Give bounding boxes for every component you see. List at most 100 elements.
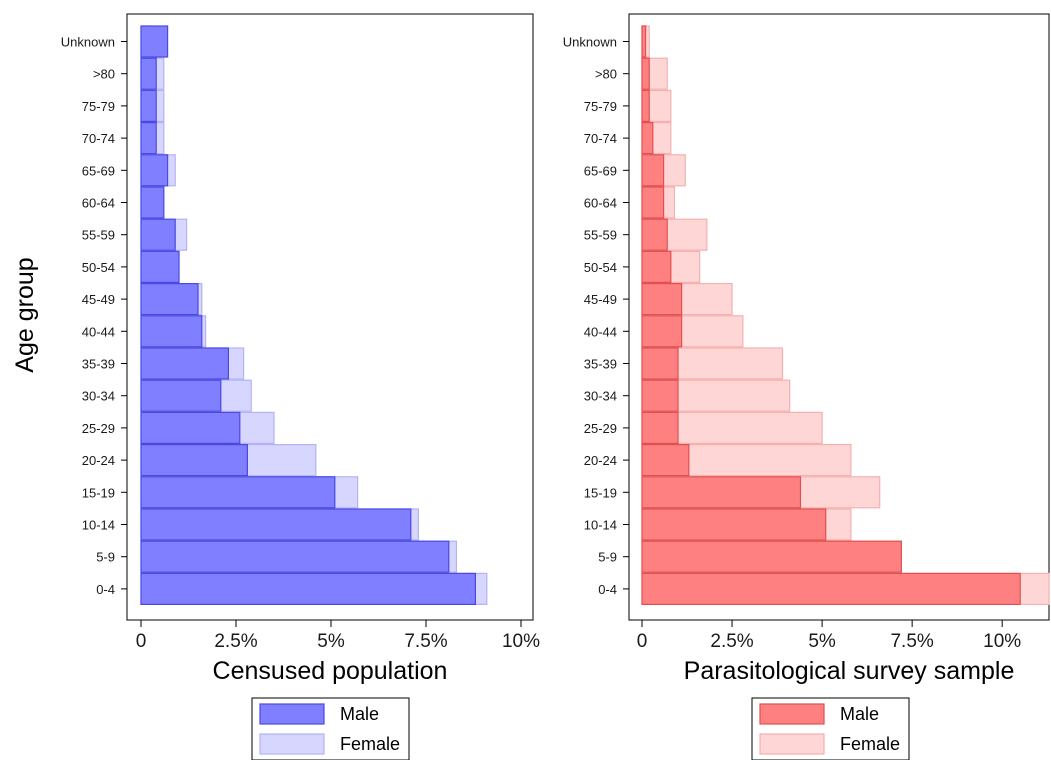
legend: Male Female <box>751 697 910 760</box>
y-tick-label: 15-19 <box>584 485 617 500</box>
panel-parasitological: 0-4 5-9 10-14 15-19 20-24 25-29 30-34 35-39 40-4… <box>563 13 1050 760</box>
legend-swatch-male <box>259 703 325 725</box>
y-tick-label: 10-14 <box>82 518 115 533</box>
y-tick-label: 5-9 <box>96 550 115 565</box>
y-tick-label: 15-19 <box>82 485 115 500</box>
bar-male-60-64 <box>641 186 665 219</box>
y-tick-label: 20-24 <box>82 453 115 468</box>
legend-label-female: Female <box>340 734 400 754</box>
y-tick-label: 30-34 <box>584 389 617 404</box>
legend-swatch-female <box>759 733 825 755</box>
x-axis-title: Censused population <box>213 657 448 685</box>
y-tick-label: 65-69 <box>584 163 617 178</box>
y-tick-label: 20-24 <box>584 453 617 468</box>
bar-male-75-79 <box>641 89 650 123</box>
y-tick-label: 50-54 <box>82 260 115 275</box>
bar-male-30-34 <box>140 379 222 412</box>
y-tick-label: 60-64 <box>584 196 617 211</box>
bar-male-unknown <box>140 25 169 58</box>
x-tick-label: 7.5% <box>404 631 447 652</box>
bar-male-5-9 <box>641 540 902 573</box>
legend-swatch-male <box>759 703 825 725</box>
legend-label-female: Female <box>840 734 900 754</box>
bar-male-75-79 <box>140 89 157 123</box>
bar-male-50-54 <box>140 250 180 283</box>
x-tick-label: 2.5% <box>710 631 753 652</box>
bar-male-0-4 <box>641 572 1021 606</box>
bar-male-25-29 <box>641 411 679 444</box>
bar-male-20-24 <box>641 444 690 477</box>
y-tick-label: 10-14 <box>584 518 617 533</box>
y-tick-label: 50-54 <box>584 260 617 275</box>
bar-male-gt80 <box>140 57 157 90</box>
bar-male-60-64 <box>140 186 165 219</box>
x-tick-label: 10% <box>502 631 540 652</box>
y-tick-label: Unknown <box>563 35 617 50</box>
y-tick-label: 60-64 <box>82 196 115 211</box>
bar-male-25-29 <box>140 411 241 444</box>
plot-frame <box>628 13 1050 621</box>
y-tick-label: Unknown <box>61 35 115 50</box>
y-tick-label: 25-29 <box>584 421 617 436</box>
y-tick-label: 65-69 <box>82 163 115 178</box>
bar-male-gt80 <box>641 57 650 90</box>
bar-male-35-39 <box>140 347 230 380</box>
bar-male-5-9 <box>140 540 450 573</box>
panel-censused: 0-4 5-9 10-14 15-19 20-24 25-29 30-34 35-39 40-4… <box>61 13 540 760</box>
y-tick-label: 5-9 <box>598 550 617 565</box>
y-axis-title: Age group <box>11 257 39 372</box>
legend: Male Female <box>251 697 410 760</box>
y-tick-label: 45-49 <box>584 292 617 307</box>
y-tick-label: 45-49 <box>82 292 115 307</box>
y-tick-label: 30-34 <box>82 389 115 404</box>
y-tick-label: 0-4 <box>96 582 115 597</box>
x-tick-label: 5% <box>808 631 836 652</box>
bar-male-0-4 <box>140 572 476 606</box>
y-tick-label: 55-59 <box>82 228 115 243</box>
x-tick-label: 0 <box>637 631 648 652</box>
y-tick-label: >80 <box>93 67 115 82</box>
x-axis-title: Parasitological survey sample <box>684 657 1015 685</box>
bar-male-20-24 <box>140 444 249 477</box>
legend-swatch-female <box>259 733 325 755</box>
bar-male-40-44 <box>641 315 683 348</box>
x-tick-label: 5% <box>317 631 345 652</box>
bar-male-70-74 <box>140 121 157 155</box>
y-tick-label: 70-74 <box>82 131 115 146</box>
bar-male-55-59 <box>641 218 668 251</box>
plot-frame <box>126 13 534 621</box>
y-tick-label: >80 <box>595 67 617 82</box>
bar-male-65-69 <box>140 154 169 187</box>
y-tick-label: 75-79 <box>82 99 115 114</box>
x-tick-label: 2.5% <box>214 631 257 652</box>
bar-male-70-74 <box>641 121 654 155</box>
bar-male-35-39 <box>641 347 679 380</box>
bar-male-10-14 <box>140 508 412 541</box>
y-tick-label: 75-79 <box>584 99 617 114</box>
y-tick-label: 40-44 <box>82 324 115 339</box>
legend-label-male: Male <box>840 704 879 724</box>
y-tick-label: 35-39 <box>82 357 115 372</box>
bar-male-65-69 <box>641 154 665 187</box>
bar-male-10-14 <box>641 508 827 541</box>
y-tick-label: 35-39 <box>584 357 617 372</box>
bar-male-45-49 <box>641 283 683 316</box>
y-tick-label: 25-29 <box>82 421 115 436</box>
bar-male-40-44 <box>140 315 203 348</box>
y-tick-label: 55-59 <box>584 228 617 243</box>
y-tick-label: 70-74 <box>584 131 617 146</box>
x-tick-label: 0 <box>136 631 147 652</box>
x-tick-label: 10% <box>983 631 1021 652</box>
bar-male-55-59 <box>140 218 176 251</box>
legend-label-male: Male <box>340 704 379 724</box>
bar-male-unknown <box>641 25 647 58</box>
x-tick-label: 7.5% <box>890 631 933 652</box>
bar-male-15-19 <box>641 476 802 509</box>
y-tick-label: 40-44 <box>584 324 617 339</box>
bar-male-30-34 <box>641 379 679 412</box>
bar-male-15-19 <box>140 476 336 509</box>
bar-male-50-54 <box>641 250 672 283</box>
y-tick-label: 0-4 <box>598 582 617 597</box>
bar-male-45-49 <box>140 283 199 316</box>
